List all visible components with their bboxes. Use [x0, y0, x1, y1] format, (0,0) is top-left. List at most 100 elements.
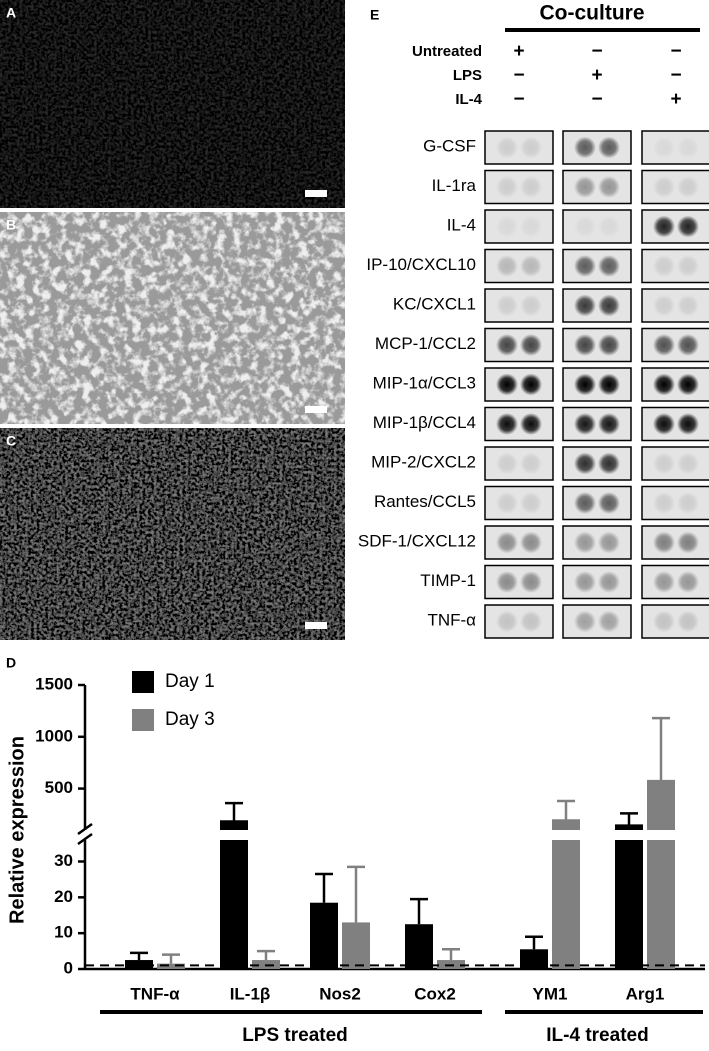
blot-box [484, 288, 554, 323]
blot-spot [677, 413, 699, 435]
blot-spot [520, 373, 542, 396]
analyte-label: KC/CXCL1 [393, 294, 476, 313]
blot-spot [574, 413, 596, 435]
blot-spot [598, 373, 620, 396]
bar [552, 821, 580, 830]
scale-bar [305, 190, 327, 197]
condition-mark: − [591, 89, 602, 110]
bar [310, 902, 338, 969]
blot-spot [574, 255, 596, 277]
y-tick-label: 1500 [35, 674, 73, 693]
panel-label: A [6, 5, 16, 21]
blot-spot [574, 373, 596, 396]
blot-spot [653, 334, 675, 356]
y-tick-label: 500 [45, 778, 73, 797]
bar [647, 840, 675, 969]
axis-break [77, 832, 93, 846]
y-tick-label: 20 [54, 887, 73, 906]
micrograph [0, 0, 345, 208]
blot-box [562, 406, 632, 442]
blot-spot [574, 215, 596, 238]
blot-box [562, 209, 632, 244]
blot-spot [496, 413, 518, 435]
analyte-label: MIP-1α/CCL3 [373, 373, 476, 392]
blot-spot [520, 571, 542, 593]
blot-spot [677, 294, 699, 317]
analyte-label: MIP-1β/CCL4 [373, 413, 476, 432]
blot-box [484, 169, 554, 205]
blot-spot [496, 215, 518, 238]
x-tick-label: IL-1β [230, 984, 271, 1003]
blot-spot [598, 531, 620, 554]
blot-spot [653, 176, 675, 198]
blot-spot [520, 334, 542, 356]
blot-spot [574, 452, 596, 475]
analyte-label: IL-1ra [432, 176, 477, 195]
legend-swatch [132, 709, 154, 731]
blot-spot [653, 610, 675, 633]
blot-spot [653, 571, 675, 593]
blot-box [484, 367, 554, 402]
blot-box [562, 248, 632, 284]
condition-mark: − [670, 65, 681, 86]
analyte-label: MCP-1/CCL2 [375, 334, 476, 353]
blot-spot [598, 215, 620, 238]
condition-label: LPS [453, 67, 482, 84]
blot-box [484, 485, 554, 521]
blot-spot [496, 294, 518, 317]
analyte-label: Rantes/CCL5 [374, 492, 476, 511]
condition-mark: − [670, 41, 681, 62]
blot-spot [653, 452, 675, 475]
blot-spot [520, 176, 542, 198]
bar [647, 782, 675, 830]
blot-spot [520, 531, 542, 554]
legend-label: Day 3 [165, 709, 215, 730]
blot-spot [496, 452, 518, 475]
blot-spot [598, 334, 620, 356]
panel-label: B [6, 217, 16, 233]
group-label: LPS treated [242, 1025, 348, 1046]
blot-box [484, 525, 554, 560]
blot-spot [496, 610, 518, 633]
analyte-label: TIMP-1 [420, 571, 476, 590]
blot-spot [653, 255, 675, 277]
bar [157, 963, 185, 969]
blot-spot [496, 334, 518, 356]
blot-spot [574, 334, 596, 356]
blot-spot [677, 136, 699, 159]
blot-spot [520, 452, 542, 475]
blot-spot [677, 215, 699, 238]
blot-spot [496, 492, 518, 514]
blot-spot [677, 571, 699, 593]
blot-box [562, 169, 632, 205]
blot-spot [677, 492, 699, 514]
blot-spot [598, 413, 620, 435]
blot-spot [520, 215, 542, 238]
blot-spot [496, 136, 518, 159]
bar [552, 840, 580, 969]
blot-spot [653, 531, 675, 554]
blot-spot [598, 176, 620, 198]
micrograph [0, 428, 345, 640]
blot-spot [598, 610, 620, 633]
blot-spot [520, 610, 542, 633]
y-tick-label: 10 [54, 923, 73, 942]
blot-spot [598, 136, 620, 159]
condition-mark: + [513, 41, 524, 62]
blot-box [484, 209, 554, 244]
blot-box [562, 327, 632, 363]
y-tick-label: 1000 [35, 726, 73, 745]
analyte-label: TNF-α [427, 610, 476, 629]
blot-spot [677, 176, 699, 198]
panel-label: D [6, 655, 16, 671]
axis-break [77, 822, 93, 836]
y-tick-label: 0 [64, 958, 73, 977]
scale-bar [305, 406, 327, 413]
blot-box [562, 367, 632, 402]
blot-spot [653, 413, 675, 435]
bar [220, 840, 248, 969]
blot-box [484, 248, 554, 284]
condition-mark: − [513, 65, 524, 86]
blot-spot [496, 571, 518, 593]
blot-spot [496, 255, 518, 277]
